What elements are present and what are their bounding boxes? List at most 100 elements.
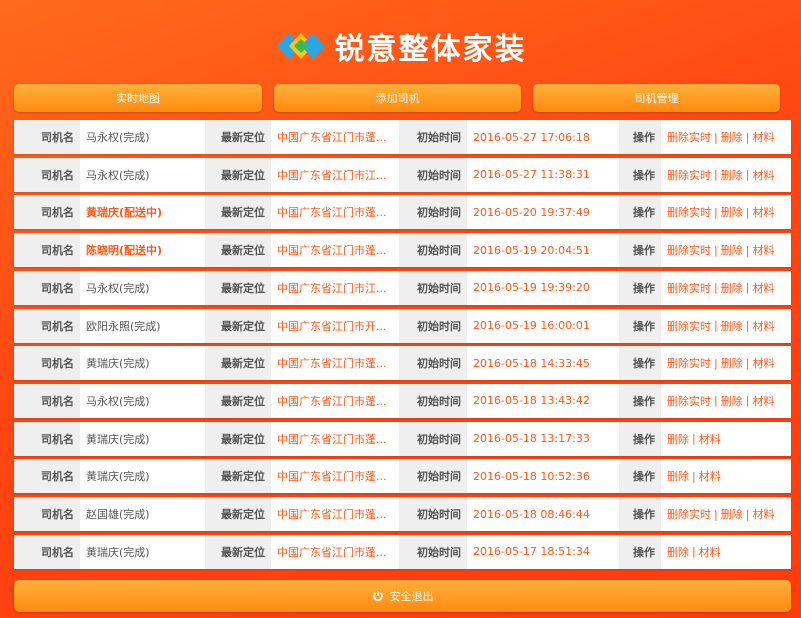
action-link[interactable]: 删除: [720, 394, 743, 408]
action-link[interactable]: 材料: [752, 394, 775, 408]
action-link[interactable]: 删除实时: [667, 357, 711, 371]
time-label: 初始时间: [399, 421, 467, 456]
driver-name: 陈晓明(配送中): [86, 244, 163, 258]
action-link[interactable]: 材料: [698, 545, 721, 559]
driver-label: 司机名: [14, 195, 80, 230]
actions: 删除实时 | 删除 | 材料: [661, 158, 791, 192]
driver-label: 司机名: [14, 120, 80, 154]
location: 中国广东省江门市蓬...: [277, 244, 387, 258]
location-label: 最新定位: [205, 497, 271, 531]
action-link[interactable]: 材料: [752, 281, 775, 295]
separator: |: [714, 356, 718, 370]
action-link[interactable]: 材料: [752, 168, 775, 182]
time: 2016-05-19 19:39:20: [473, 281, 590, 295]
driver-label: 司机名: [14, 383, 80, 418]
location: 中国广东省江门市蓬...: [277, 206, 387, 220]
driver-name: 赵国雄(完成): [86, 508, 150, 521]
actions-label: 操作: [619, 195, 661, 230]
location-label: 最新定位: [205, 233, 271, 268]
action-link[interactable]: 删除: [667, 432, 689, 446]
location: 中国广东省江门市蓬...: [277, 470, 387, 484]
title: 锐意整体家装: [334, 32, 527, 67]
logout-button[interactable]: 安全退出: [14, 580, 791, 612]
time: 2016-05-18 14:33:45: [473, 356, 590, 370]
driver-label: 司机名: [14, 233, 80, 268]
time: 2016-05-18 13:43:42: [473, 394, 590, 408]
time-label: 初始时间: [399, 233, 467, 268]
driver-label: 司机名: [14, 421, 80, 456]
time-label: 初始时间: [399, 534, 467, 569]
separator: |: [714, 168, 718, 182]
location-label: 最新定位: [205, 421, 271, 456]
actions-label: 操作: [619, 270, 661, 305]
action-link[interactable]: 删除实时: [667, 508, 711, 521]
separator: |: [745, 507, 750, 521]
driver-name: 黄瑞庆(完成): [86, 545, 150, 559]
action-link[interactable]: 删除: [720, 168, 743, 182]
nav-button[interactable]: 实时地图: [14, 84, 262, 112]
separator: |: [745, 319, 750, 332]
nav-button[interactable]: 添加司机: [274, 84, 521, 112]
action-link[interactable]: 材料: [752, 131, 775, 144]
actions-label: 操作: [619, 383, 661, 418]
driver-name: 马永权(完成): [86, 168, 150, 182]
location-label: 最新定位: [205, 270, 271, 305]
action-link[interactable]: 材料: [698, 432, 721, 446]
separator: |: [745, 394, 750, 408]
actions-label: 操作: [619, 459, 661, 494]
actions-label: 操作: [619, 157, 661, 192]
action-link[interactable]: 材料: [752, 244, 775, 258]
action-link[interactable]: 删除实时: [667, 319, 711, 333]
nav-button[interactable]: 司机管理: [533, 84, 780, 112]
action-link[interactable]: 材料: [698, 470, 721, 484]
action-link[interactable]: 删除: [720, 244, 743, 258]
driver-name: 黄瑞庆(完成): [86, 432, 150, 446]
action-link[interactable]: 材料: [752, 206, 775, 220]
action-link[interactable]: 删除实时: [667, 394, 711, 408]
action-link[interactable]: 删除: [720, 508, 743, 521]
action-link[interactable]: 删除: [720, 281, 743, 295]
driver-label: 司机名: [14, 270, 80, 305]
driver-name: 马永权(完成): [86, 281, 150, 295]
driver-name: 马永权(完成): [86, 394, 150, 408]
location: 中国广东省江门市江...: [277, 281, 387, 295]
time-label: 初始时间: [399, 157, 467, 192]
separator: |: [714, 243, 718, 257]
actions: 删除实时 | 删除 | 材料: [661, 195, 791, 229]
actions: 删除实时 | 删除 | 材料: [661, 346, 791, 380]
action-link[interactable]: 删除: [667, 545, 689, 559]
logout-text: 安全退出: [389, 590, 434, 603]
driver-name: 欧阳永照(完成): [86, 319, 161, 333]
action-link[interactable]: 删除实时: [667, 131, 711, 144]
separator: |: [714, 394, 718, 408]
driver-row: 司机名 陈晓明(配送中) 最新定位 中国广东省江门市蓬... 初始时间 2016-05-1…: [14, 233, 791, 268]
location-label: 最新定位: [205, 120, 271, 154]
separator: |: [714, 205, 718, 219]
driver-row: 司机名 马永权(完成) 最新定位 中国广东省江门市江... 初始时间 2016-05-27…: [14, 157, 791, 192]
action-link[interactable]: 删除实时: [667, 206, 711, 220]
action-link[interactable]: 材料: [752, 357, 775, 371]
action-link[interactable]: 删除: [720, 319, 743, 333]
time-label: 初始时间: [399, 383, 467, 418]
action-link[interactable]: 材料: [752, 319, 775, 333]
time-label: 初始时间: [399, 459, 467, 494]
action-link[interactable]: 删除实时: [667, 281, 711, 295]
actions-label: 操作: [619, 534, 661, 569]
actions: 删除 | 材料: [661, 459, 791, 493]
action-link[interactable]: 删除: [720, 357, 743, 371]
action-link[interactable]: 删除实时: [667, 244, 711, 258]
actions-label: 操作: [619, 421, 661, 456]
action-link[interactable]: 删除: [667, 470, 689, 484]
action-link[interactable]: 删除: [720, 131, 743, 144]
actions: 删除实时 | 删除 | 材料: [661, 120, 791, 154]
action-link[interactable]: 删除: [720, 206, 743, 220]
location-label: 最新定位: [205, 195, 271, 230]
driver-label: 司机名: [14, 346, 80, 381]
time: 2016-05-18 08:46:44: [473, 507, 590, 521]
action-link[interactable]: 删除实时: [667, 168, 711, 182]
location-label: 最新定位: [205, 157, 271, 192]
action-link[interactable]: 材料: [752, 508, 775, 521]
actions-label: 操作: [619, 346, 661, 381]
time: 2016-05-18 13:17:33: [473, 432, 590, 446]
driver-row: 司机名 赵国雄(完成) 最新定位 中国广东省江门市蓬... 初始时间 2016-05-18…: [14, 497, 791, 531]
